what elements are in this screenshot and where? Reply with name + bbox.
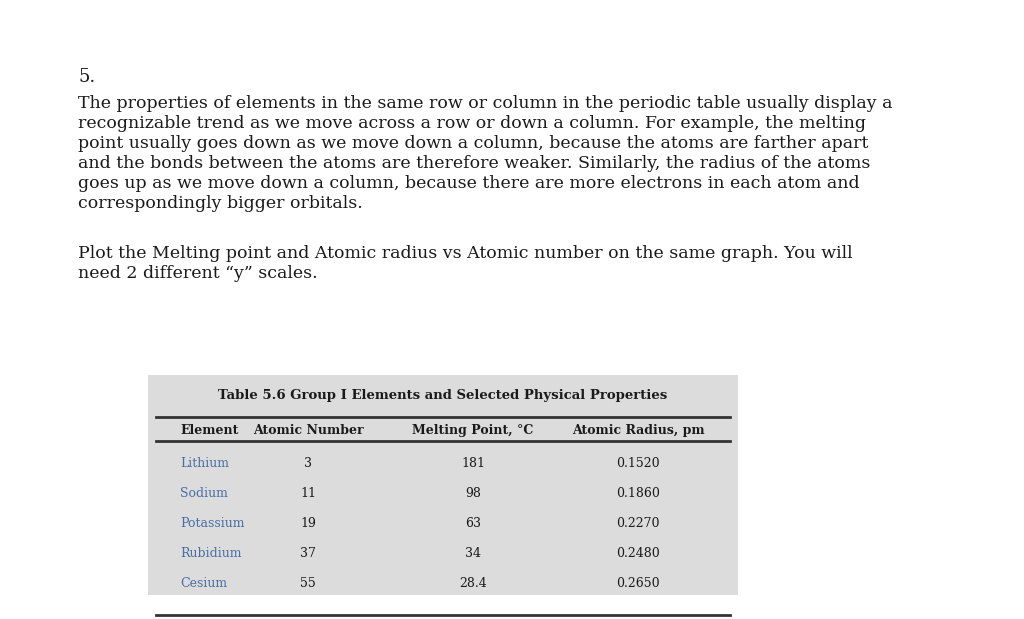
Text: 5.: 5. — [78, 68, 95, 86]
Text: correspondingly bigger orbitals.: correspondingly bigger orbitals. — [78, 195, 362, 212]
Text: 181: 181 — [461, 457, 485, 470]
Text: Element: Element — [180, 424, 239, 437]
FancyBboxPatch shape — [148, 375, 738, 595]
Text: 28.4: 28.4 — [459, 577, 486, 590]
Text: 0.2650: 0.2650 — [616, 577, 659, 590]
Text: Atomic Number: Atomic Number — [253, 424, 364, 437]
Text: 0.1520: 0.1520 — [616, 457, 659, 470]
Text: 19: 19 — [300, 517, 316, 530]
Text: Lithium: Lithium — [180, 457, 229, 470]
Text: 0.2480: 0.2480 — [616, 547, 659, 560]
Text: 63: 63 — [465, 517, 481, 530]
Text: Rubidium: Rubidium — [180, 547, 242, 560]
Text: point usually goes down as we move down a column, because the atoms are farther : point usually goes down as we move down … — [78, 135, 868, 152]
Text: recognizable trend as we move across a row or down a column. For example, the me: recognizable trend as we move across a r… — [78, 115, 866, 132]
Text: Atomic Radius, pm: Atomic Radius, pm — [571, 424, 705, 437]
Text: need 2 different “y” scales.: need 2 different “y” scales. — [78, 265, 317, 282]
Text: Sodium: Sodium — [180, 487, 228, 500]
Text: 34: 34 — [465, 547, 481, 560]
Text: 98: 98 — [465, 487, 481, 500]
Text: 0.2270: 0.2270 — [616, 517, 659, 530]
Text: 3: 3 — [304, 457, 312, 470]
Text: 0.1860: 0.1860 — [616, 487, 659, 500]
Text: Table 5.6 Group I Elements and Selected Physical Properties: Table 5.6 Group I Elements and Selected … — [218, 389, 668, 402]
Text: 55: 55 — [300, 577, 315, 590]
Text: Plot the Melting point and Atomic radius vs Atomic number on the same graph. You: Plot the Melting point and Atomic radius… — [78, 245, 853, 262]
Text: 37: 37 — [300, 547, 316, 560]
Text: Cesium: Cesium — [180, 577, 227, 590]
Text: and the bonds between the atoms are therefore weaker. Similarly, the radius of t: and the bonds between the atoms are ther… — [78, 155, 870, 172]
Text: Potassium: Potassium — [180, 517, 245, 530]
Text: The properties of elements in the same row or column in the periodic table usual: The properties of elements in the same r… — [78, 95, 893, 112]
Text: Melting Point, °C: Melting Point, °C — [413, 424, 534, 437]
Text: goes up as we move down a column, because there are more electrons in each atom : goes up as we move down a column, becaus… — [78, 175, 859, 192]
Text: 11: 11 — [300, 487, 316, 500]
